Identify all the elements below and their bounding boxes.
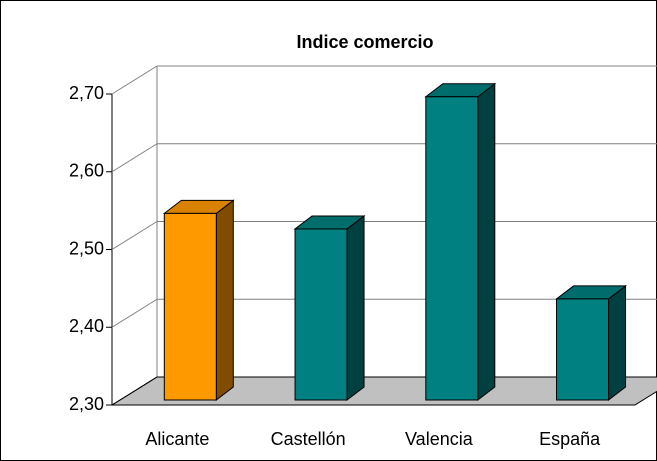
grid-line — [111, 65, 158, 95]
bar-side — [346, 214, 365, 402]
bar-side — [608, 284, 627, 402]
grid-line — [111, 143, 158, 173]
x-tick-label: Alicante — [145, 429, 209, 449]
y-tick-label: 2,40 — [69, 316, 104, 336]
y-tick-label: 2,70 — [69, 83, 104, 103]
y-tick-label: 2,50 — [69, 238, 104, 258]
bar — [294, 228, 348, 401]
grid-line — [111, 221, 158, 250]
grid-line — [111, 298, 158, 328]
bar-side — [215, 199, 234, 402]
x-tick-label: España — [539, 429, 601, 449]
chart-title: Indice comercio — [296, 32, 433, 52]
bar-side — [477, 82, 496, 402]
bar — [163, 212, 217, 401]
bar — [425, 96, 479, 401]
grid-line — [111, 376, 158, 406]
x-tick-label: Valencia — [405, 429, 474, 449]
x-tick-label: Castellón — [271, 429, 346, 449]
y-tick-label: 2,30 — [69, 394, 104, 414]
y-tick-label: 2,60 — [69, 161, 104, 181]
bar — [556, 298, 610, 401]
